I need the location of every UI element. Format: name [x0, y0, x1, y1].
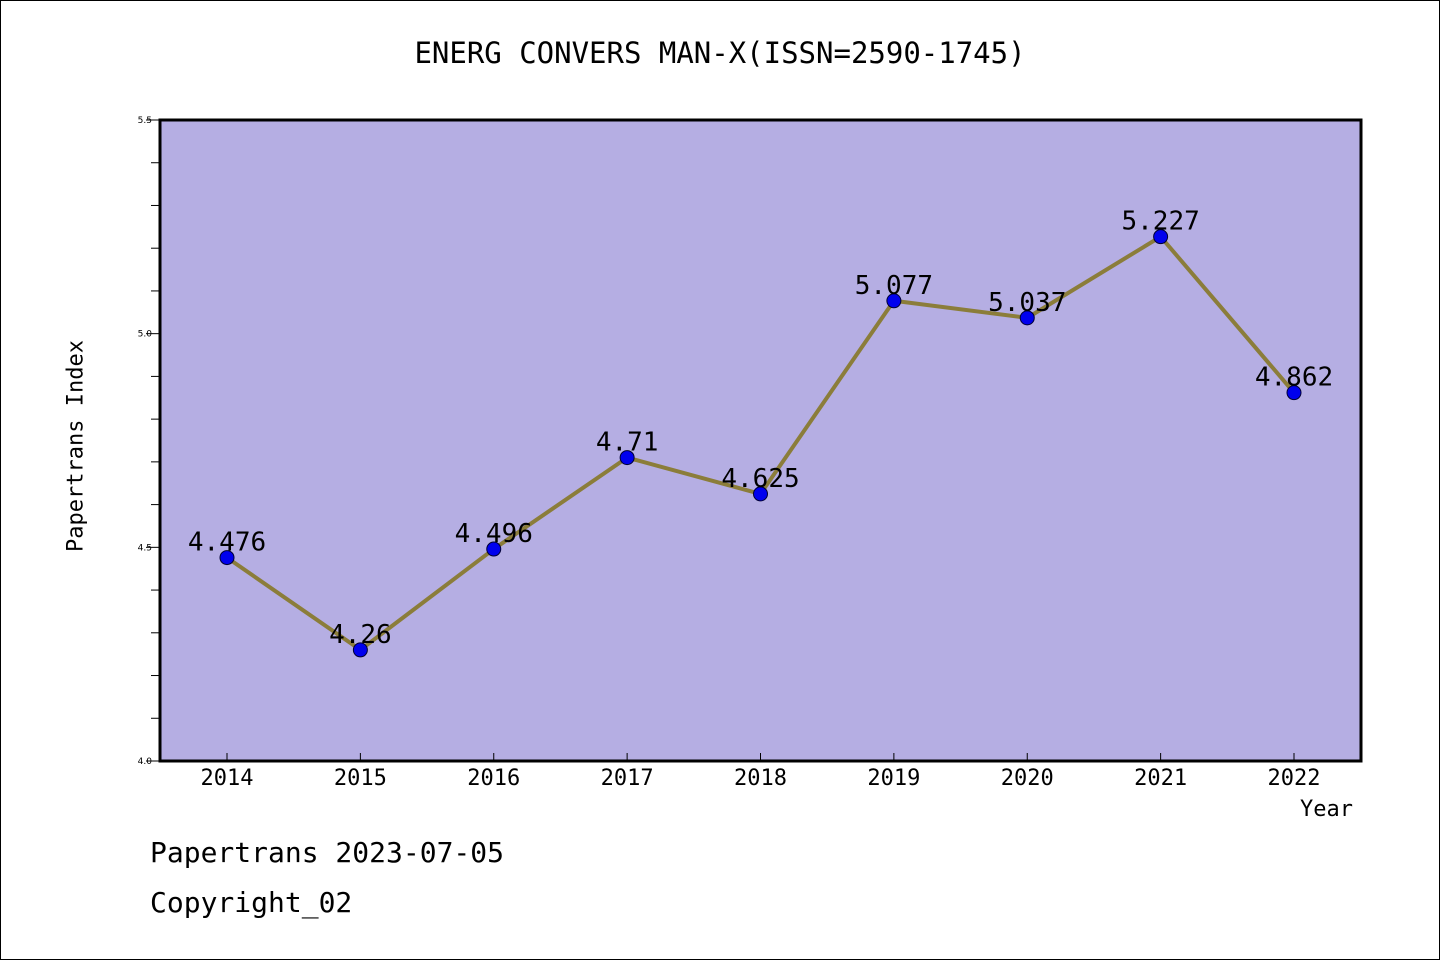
x-axis-ticks: 2014 2015 2016 2017 2018 2019 2020 2021 2022 [201, 753, 1321, 791]
x-tick-label: 2021 [1134, 766, 1187, 791]
y-tick-label: 4.5 [138, 543, 152, 553]
data-point [886, 293, 902, 309]
data-point [753, 486, 768, 502]
x-tick-label: 2017 [601, 766, 654, 791]
data-label: 5.227 [1121, 207, 1199, 237]
data-point [219, 550, 235, 566]
x-tick-label: 2019 [867, 766, 920, 791]
data-label: 5.037 [988, 288, 1066, 318]
data-point [1286, 385, 1302, 401]
plot-border [158, 118, 1363, 763]
data-point [486, 541, 502, 557]
data-point [352, 642, 368, 658]
x-tick-label: 2016 [467, 766, 520, 791]
data-labels: 4.476 4.26 4.496 4.71 4.625 5.077 5.037 5.227 4.… [188, 207, 1333, 650]
data-label: 4.71 [596, 428, 659, 458]
x-tick-label: 2015 [334, 766, 387, 791]
footer-copyright: Copyright_02 [150, 886, 353, 919]
data-label: 4.862 [1255, 363, 1333, 393]
data-point [1153, 229, 1169, 245]
data-label: 4.476 [188, 528, 266, 558]
data-label: 4.26 [329, 620, 392, 650]
data-label: 4.625 [721, 464, 799, 494]
x-tick-label: 2018 [734, 766, 787, 791]
x-axis-label: Year [1300, 797, 1353, 822]
x-tick-label: 2020 [1001, 766, 1054, 791]
data-label: 5.077 [855, 271, 933, 301]
data-label: 4.496 [455, 519, 533, 549]
data-points [219, 229, 1302, 658]
y-tick-label: 5.0 [138, 330, 153, 340]
x-tick-label: 2022 [1268, 766, 1321, 791]
data-point [1019, 310, 1035, 326]
x-tick-label: 2014 [201, 766, 254, 791]
footer-date: Papertrans 2023-07-05 [150, 836, 505, 869]
data-point [619, 450, 635, 466]
y-tick-label: 4.0 [138, 757, 153, 767]
y-tick-label: 5.5 [138, 116, 152, 126]
y-axis-ticks: 4.0 4.5 5.0 5.5 [138, 116, 160, 767]
chart-title: ENERG CONVERS MAN-X(ISSN=2590-1745) [414, 36, 1026, 70]
